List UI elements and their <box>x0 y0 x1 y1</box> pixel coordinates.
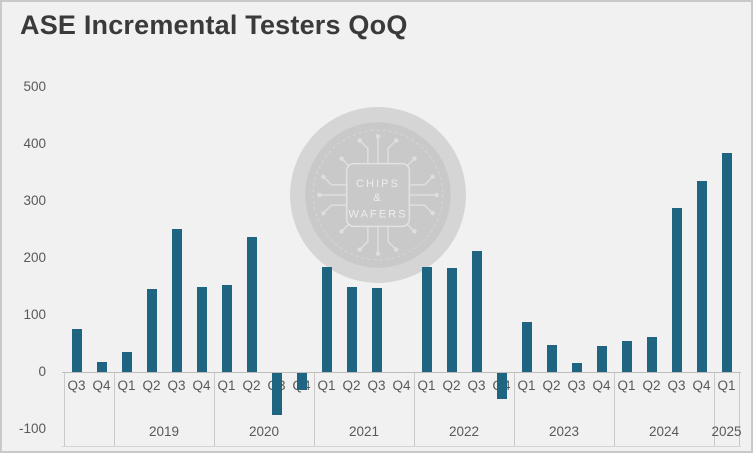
year-separator <box>514 373 515 446</box>
year-separator <box>739 373 740 446</box>
bar-2023-Q3 <box>571 363 582 372</box>
bar-2021-Q1 <box>321 267 332 372</box>
x-label-2023-Q2: Q2 <box>542 378 561 393</box>
year-separator <box>114 373 115 446</box>
bar-2022-Q1 <box>421 267 432 372</box>
x-label-2022-Q1: Q1 <box>417 378 436 393</box>
x-label-2021-Q4: Q4 <box>392 378 411 393</box>
year-label-2023: 2023 <box>548 424 580 439</box>
x-label-2024-Q3: Q3 <box>667 378 686 393</box>
year-label-2021: 2021 <box>348 424 380 439</box>
chart-title: ASE Incremental Testers QoQ <box>20 10 408 40</box>
x-label-2019-Q1: Q1 <box>117 378 136 393</box>
year-separator <box>714 373 715 446</box>
x-label-2025-Q1: Q1 <box>717 378 736 393</box>
x-label-2021-Q1: Q1 <box>317 378 336 393</box>
bar-2020-Q2 <box>246 236 257 372</box>
bar-2019-Q1 <box>121 352 132 372</box>
watermark-text-line1: CHIPS <box>356 178 400 190</box>
watermark-dashed-ring <box>312 129 444 261</box>
x-label-2021-Q2: Q2 <box>342 378 361 393</box>
year-separator <box>614 373 615 446</box>
bar-2024-Q1 <box>621 340 632 372</box>
x-label-2023-Q3: Q3 <box>567 378 586 393</box>
year-separator <box>414 373 415 446</box>
year-separator <box>314 373 315 446</box>
bar-start-Q4 <box>96 361 107 372</box>
x-label-2023-Q4: Q4 <box>592 378 611 393</box>
bar-2024-Q2 <box>646 336 657 372</box>
y-axis-label-500: 500 <box>23 79 46 94</box>
x-label-2024-Q2: Q2 <box>642 378 661 393</box>
bar-2025-Q1 <box>721 152 732 372</box>
category-area-bottom-line <box>62 446 741 447</box>
x-label-2024-Q1: Q1 <box>617 378 636 393</box>
bar-2023-Q2 <box>546 344 557 372</box>
bar-2019-Q2 <box>146 288 157 372</box>
year-separator <box>64 373 65 446</box>
bar-2024-Q3 <box>671 207 682 372</box>
y-axis-label-100: 100 <box>23 307 46 322</box>
year-separator <box>214 373 215 446</box>
bar-2021-Q2 <box>346 286 357 372</box>
bar-2021-Q3 <box>371 288 382 372</box>
bar-2022-Q2 <box>446 267 457 372</box>
year-label-2025: 2025 <box>711 424 742 439</box>
watermark-text-line2: & <box>373 192 382 204</box>
bar-2023-Q4 <box>596 346 607 372</box>
bar-2023-Q1 <box>521 321 532 372</box>
watermark-chip-square <box>345 162 411 228</box>
y-axis-label--100: -100 <box>18 421 46 436</box>
year-label-2020: 2020 <box>248 424 280 439</box>
x-label-2022-Q2: Q2 <box>442 378 461 393</box>
x-label-2019-Q3: Q3 <box>167 378 186 393</box>
x-label-2019-Q2: Q2 <box>142 378 161 393</box>
y-axis-label-0: 0 <box>38 364 46 379</box>
x-label-start-Q4: Q4 <box>92 378 111 393</box>
watermark-text-line3: WAFERS <box>348 208 407 220</box>
x-label-2023-Q1: Q1 <box>517 378 536 393</box>
bar-2022-Q4 <box>496 373 507 399</box>
x-label-2020-Q2: Q2 <box>242 378 261 393</box>
x-label-2019-Q4: Q4 <box>192 378 211 393</box>
bar-2020-Q1 <box>221 285 232 372</box>
year-label-2022: 2022 <box>448 424 480 439</box>
x-label-2024-Q4: Q4 <box>692 378 711 393</box>
bar-2024-Q4 <box>696 181 707 372</box>
x-label-2021-Q3: Q3 <box>367 378 386 393</box>
bar-start-Q3 <box>71 328 82 372</box>
y-axis-label-300: 300 <box>23 193 46 208</box>
zero-axis-line <box>62 372 741 373</box>
watermark-circuit-dots <box>317 134 439 256</box>
x-label-start-Q3: Q3 <box>67 378 86 393</box>
chips-and-wafers-watermark-logo: CHIPS & WAFERS <box>290 107 466 283</box>
bar-2019-Q4 <box>196 287 207 372</box>
bar-2022-Q3 <box>471 250 482 372</box>
year-label-2024: 2024 <box>648 424 680 439</box>
x-label-2022-Q3: Q3 <box>467 378 486 393</box>
y-axis-label-400: 400 <box>23 136 46 151</box>
x-label-2020-Q1: Q1 <box>217 378 236 393</box>
bar-2020-Q4 <box>296 373 307 391</box>
y-axis-label-200: 200 <box>23 250 46 265</box>
bar-2019-Q3 <box>171 228 182 372</box>
year-label-2019: 2019 <box>148 424 180 439</box>
bar-2020-Q3 <box>271 373 282 416</box>
